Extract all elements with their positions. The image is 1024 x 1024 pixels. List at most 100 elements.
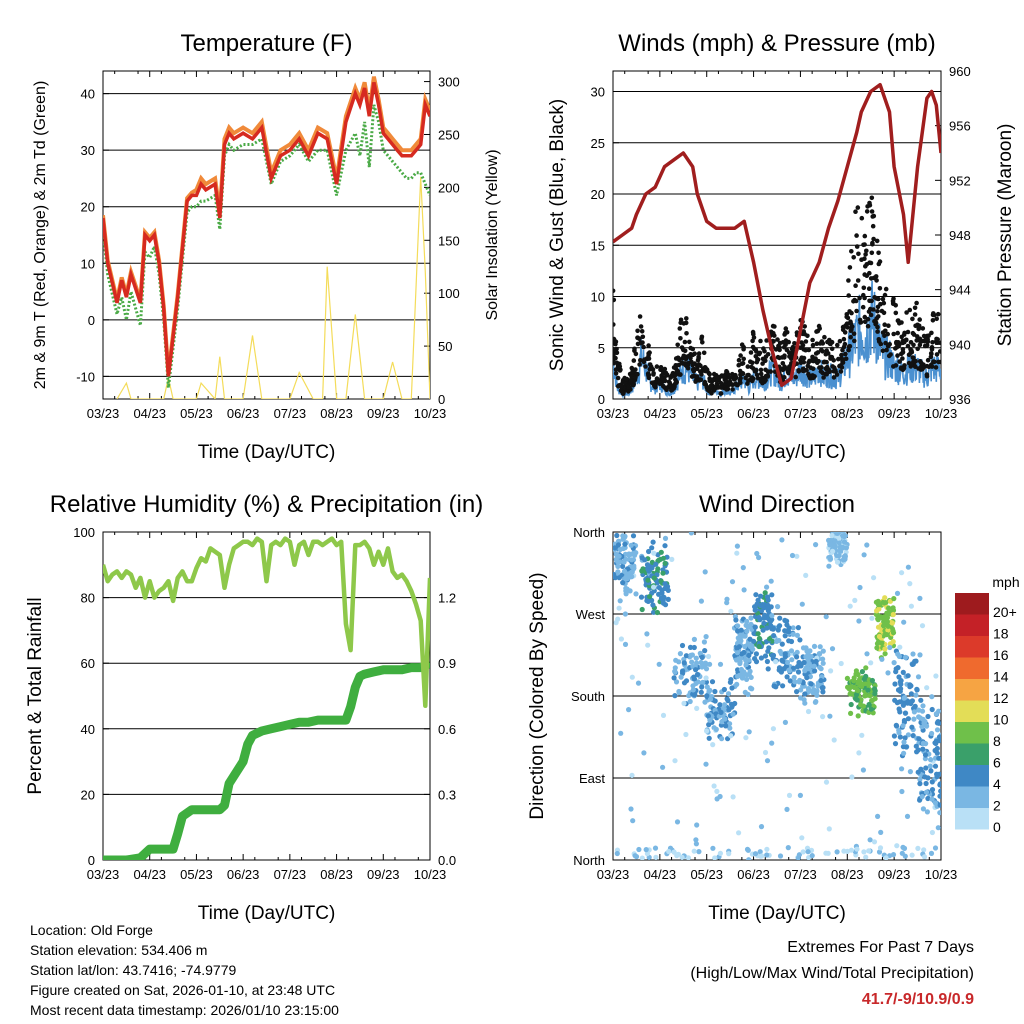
gust-point: [615, 375, 621, 381]
rainfall-line: [103, 659, 430, 860]
direction-point: [767, 618, 774, 624]
direction-point: [848, 684, 854, 690]
gust-point: [907, 307, 913, 313]
direction-point: [650, 539, 656, 545]
direction-point: [858, 681, 864, 687]
gust-point: [853, 209, 858, 214]
gust-point: [838, 369, 844, 374]
direction-point: [825, 850, 831, 856]
wind-direction-xtick-label: 10/23: [925, 867, 958, 882]
gust-point: [702, 365, 708, 370]
gust-point: [853, 298, 859, 304]
direction-point: [887, 644, 893, 651]
gust-point: [938, 359, 941, 365]
gust-point: [893, 346, 898, 351]
humidity-ytick-label: 40: [81, 722, 95, 737]
direction-point: [871, 839, 878, 845]
direction-point: [794, 689, 800, 695]
direction-point: [691, 848, 697, 854]
direction-point: [804, 675, 810, 681]
direction-point: [897, 709, 903, 715]
direction-point: [854, 846, 860, 852]
direction-point: [615, 569, 621, 575]
direction-point: [702, 569, 708, 575]
gust-point: [876, 296, 881, 302]
gust-point: [661, 383, 666, 389]
gust-point: [917, 342, 923, 348]
direction-point: [633, 591, 639, 597]
direction-point: [889, 620, 896, 626]
gust-point: [780, 361, 786, 366]
direction-point: [754, 550, 760, 557]
gust-point: [707, 371, 712, 377]
temperature-xtick-label: 04/23: [133, 406, 166, 421]
direction-point: [685, 855, 691, 860]
direction-point: [826, 826, 832, 832]
direction-point: [925, 795, 931, 802]
direction-point: [712, 688, 718, 695]
direction-point: [629, 574, 635, 580]
gust-point: [628, 378, 634, 384]
gust-point: [672, 382, 678, 387]
gust-point: [873, 274, 879, 279]
direction-point: [771, 633, 777, 639]
temperature-xtick-label: 05/23: [180, 406, 213, 421]
direction-point: [777, 648, 783, 655]
gust-point: [929, 362, 934, 368]
temperature-ytick-label: 20: [81, 200, 95, 215]
gust-point: [730, 387, 735, 392]
direction-point: [823, 614, 829, 620]
gust-point: [695, 357, 701, 363]
temperature-y2tick-label: 0: [438, 392, 445, 407]
direction-point: [767, 636, 773, 642]
direction-point: [693, 841, 700, 847]
direction-point: [794, 649, 800, 656]
gust-point: [914, 300, 919, 306]
direction-point: [764, 758, 771, 764]
direction-point: [863, 665, 869, 671]
temp-9m-line: [103, 76, 430, 374]
direction-point: [703, 666, 710, 672]
gust-point: [783, 330, 788, 336]
direction-point: [759, 602, 766, 608]
direction-point: [811, 663, 817, 669]
direction-point: [885, 670, 891, 676]
gust-point: [832, 367, 838, 373]
direction-point: [756, 554, 762, 561]
winds-xtick-label: 10/23: [925, 406, 958, 421]
direction-point: [867, 693, 873, 699]
gust-point: [924, 372, 930, 377]
direction-point: [687, 644, 694, 651]
gust-point: [823, 351, 829, 357]
direction-point: [929, 829, 936, 836]
gust-point: [843, 351, 848, 357]
direction-point: [651, 584, 657, 590]
winds-xtick-label: 04/23: [644, 406, 677, 421]
gust-point: [862, 242, 867, 247]
wind-direction-xlabel: Time (Day/UTC): [708, 903, 846, 924]
gust-point: [923, 337, 929, 342]
direction-point: [852, 597, 858, 604]
direction-point: [777, 853, 784, 859]
gust-point: [613, 348, 618, 353]
gust-point: [880, 348, 886, 354]
direction-point: [762, 749, 769, 756]
direction-point: [911, 709, 918, 715]
gust-point: [909, 361, 915, 367]
direction-point: [698, 598, 705, 604]
direction-point: [738, 666, 745, 673]
direction-point: [652, 845, 659, 851]
gust-point: [883, 340, 888, 346]
direction-point: [875, 813, 881, 820]
gust-point: [716, 385, 721, 390]
gust-point: [775, 337, 780, 342]
gust-point: [680, 361, 685, 366]
gust-point: [834, 372, 840, 377]
direction-point: [871, 686, 878, 692]
direction-point: [645, 577, 651, 583]
temperature-y2label: Solar Insolation (Yellow): [484, 149, 501, 320]
direction-point: [874, 608, 880, 614]
gust-point: [851, 331, 857, 337]
direction-point: [766, 645, 772, 651]
direction-point: [901, 619, 907, 625]
